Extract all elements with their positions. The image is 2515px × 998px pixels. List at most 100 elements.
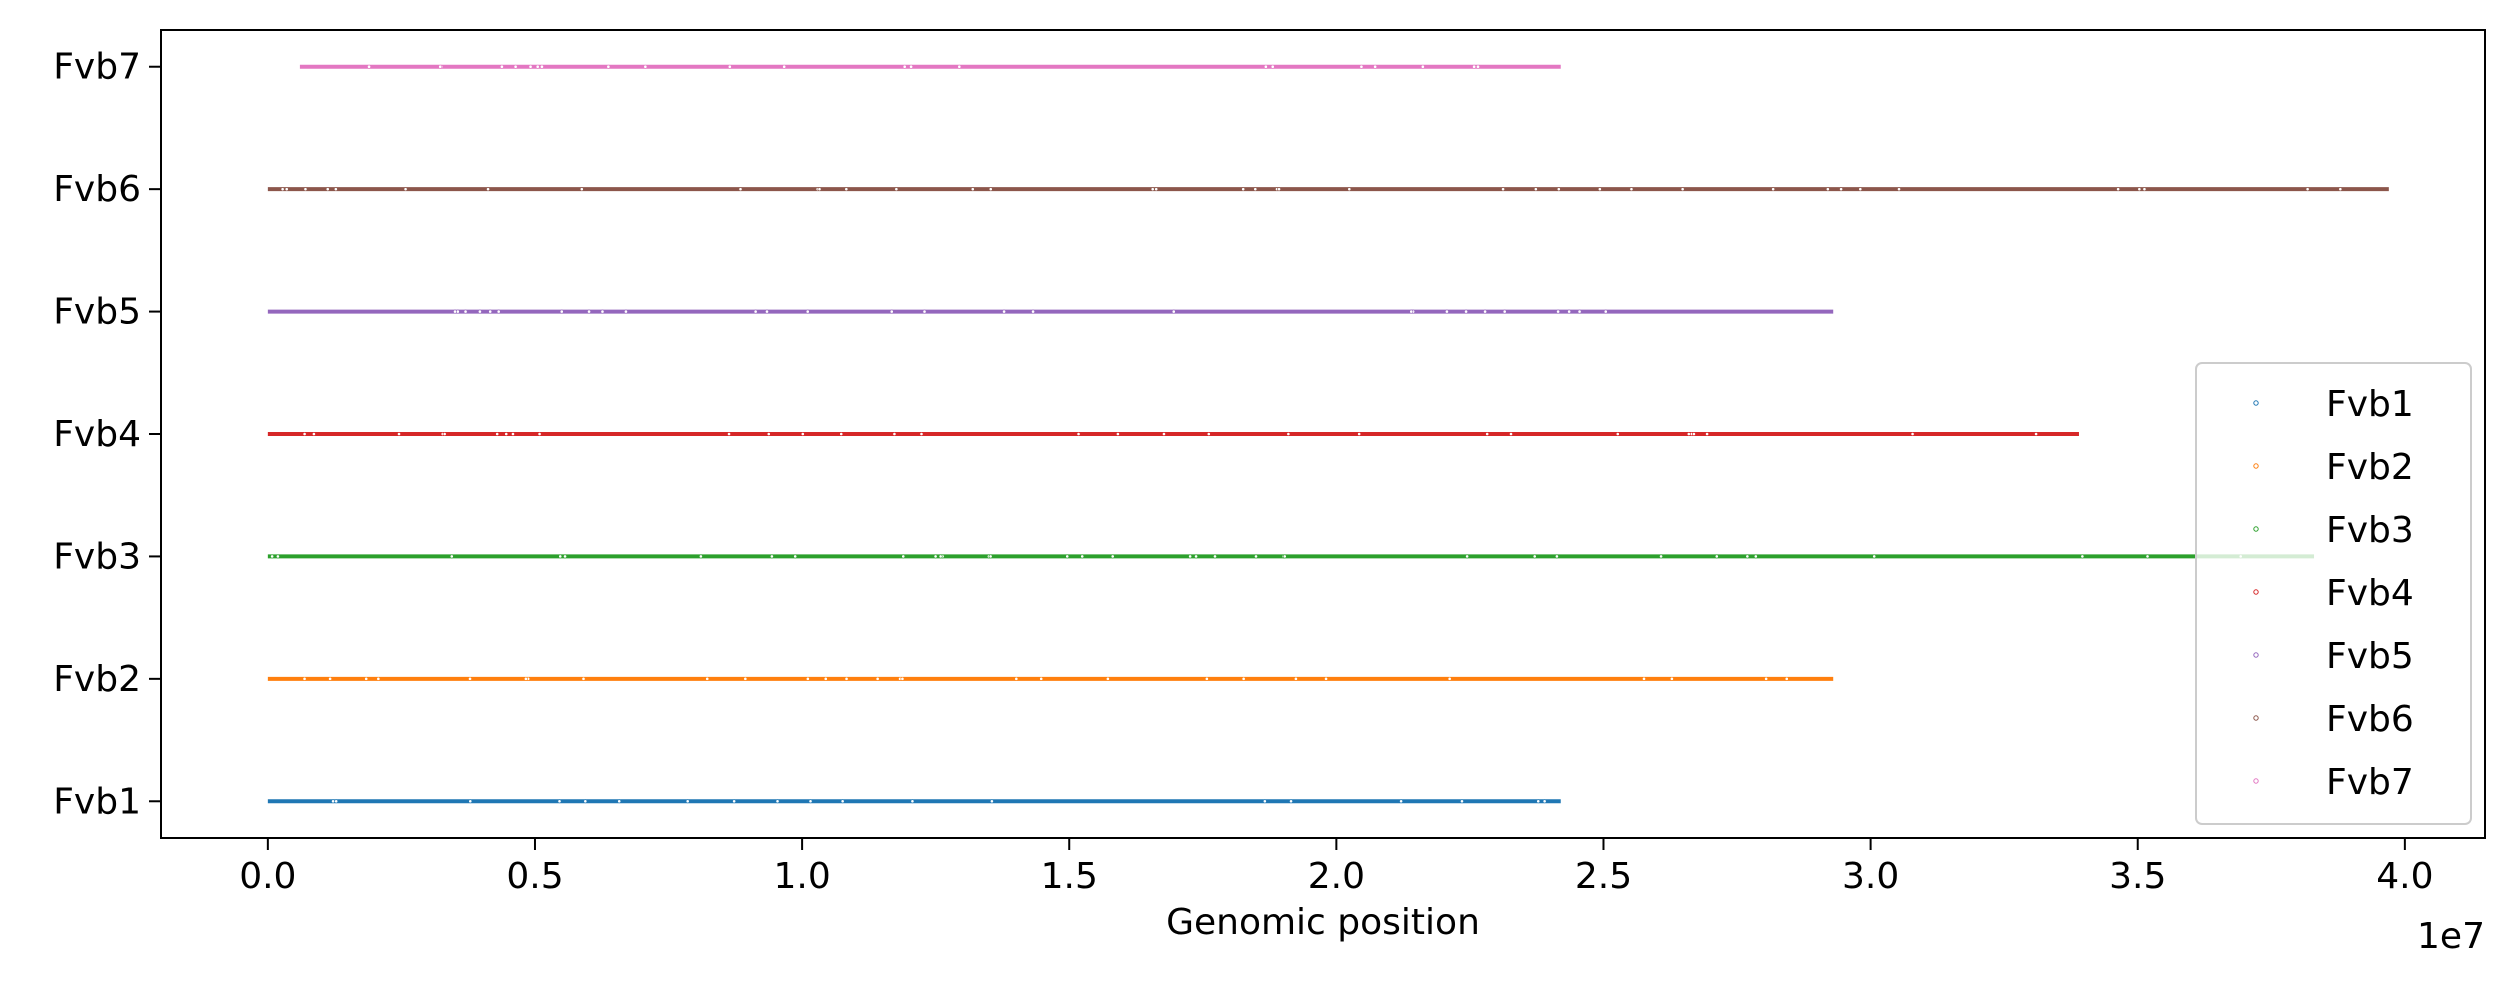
series-point-gap [1745,554,1750,559]
series-point-gap [1642,676,1646,681]
x-tick-label: 1.5 [1041,856,1098,897]
series-point-gap [563,554,567,559]
series-point-gap [900,676,905,681]
series-point-gap [875,676,880,681]
series-point-gap [1254,554,1258,559]
series-point-gap [808,799,813,804]
series-point-gap [1241,187,1246,192]
series-point-gap [1825,187,1830,192]
series-point-gap [528,64,533,69]
series-point-gap [403,187,408,192]
series-point-gap [537,432,542,436]
series-point-gap [1105,676,1110,681]
series-point-gap [581,676,586,681]
series-point-gap [463,309,468,314]
series-point-gap [1686,432,1691,436]
y-tick-label: Fvb2 [53,659,141,700]
series-point-gap [1289,799,1293,804]
series-point-gap [1409,309,1414,314]
series-fvb6 [267,187,2389,192]
series-point-gap [468,799,473,804]
series-point-gap [1194,554,1198,559]
series-point-gap [1501,187,1505,192]
series-point-gap [753,309,758,314]
series-point-gap [1555,554,1559,559]
x-tick-label: 0.5 [506,856,563,897]
x-axis-label: Genomic position [1166,902,1480,943]
series-point-gap [765,309,769,314]
series-point-gap [312,432,316,436]
series-point-gap [1262,799,1267,804]
legend-marker [2253,526,2259,532]
series-fvb2 [267,676,1834,681]
series-point-gap [1542,799,1547,804]
series-point-gap [496,309,501,314]
series-point-gap [938,554,943,559]
series-point-gap [844,676,849,681]
legend-label: Fvb6 [2326,699,2414,740]
series-point-gap [1659,554,1663,559]
series-point-gap [727,432,731,436]
series-point-gap [743,676,748,681]
series-point-gap [1039,676,1044,681]
series-point-gap [1472,64,1477,69]
y-tick-label: Fvb1 [53,781,141,822]
series-point-gap [270,554,275,559]
series-point-gap [705,676,710,681]
series-point-gap [468,676,472,681]
x-axis-offset-label: 1e7 [2417,916,2485,957]
series-point-gap [1680,187,1685,192]
legend-label: Fvb5 [2326,636,2414,677]
series-point-gap [1753,554,1758,559]
series-point-gap [449,554,454,559]
series-point-gap [902,64,907,69]
legend-label: Fvb1 [2326,384,2414,425]
series-point-gap [1629,187,1634,192]
x-tick-label: 2.5 [1575,856,1632,897]
series-point-gap [1872,554,1877,559]
series-point-gap [1771,187,1776,192]
series-point-gap [280,187,285,192]
series-point-gap [793,554,798,559]
series-point-gap [901,554,906,559]
series-point-gap [302,676,307,681]
series-point-gap [770,554,774,559]
legend-marker [2253,463,2259,469]
series-point-gap [504,432,509,436]
series-point-gap [988,187,993,192]
series-point-gap [766,432,771,436]
series-point-gap [988,554,993,559]
series-point-gap [1536,799,1541,804]
series-point-gap [1347,187,1352,192]
series-fvb3 [267,554,2315,559]
y-tick-label: Fvb3 [53,536,141,577]
series-point-gap [1188,554,1193,559]
series-point-gap [970,187,975,192]
series-point-gap [1002,309,1006,314]
series-point-gap [2142,187,2147,192]
series-point-gap [1532,554,1537,559]
series-point-gap [1447,676,1452,681]
series-point-gap [331,799,335,804]
series-point-gap [1464,309,1468,314]
series-point-gap [1556,309,1561,314]
legend: Fvb1 Fvb2 Fvb3 Fvb4 Fvb5 Fvb6 Fvb7 [2195,362,2472,825]
series-point-gap [579,187,584,192]
series-point-gap [1669,676,1674,681]
series-point-gap [1162,432,1166,436]
series-point-gap [1154,187,1159,192]
legend-label: Fvb2 [2326,447,2414,488]
series-point-gap [1714,554,1719,559]
series-point-gap [1839,187,1843,192]
series-point-gap [1509,432,1513,436]
legend-label: Fvb4 [2326,573,2414,614]
series-point-gap [922,309,927,314]
series-point-gap [840,799,845,804]
series-point-gap [624,309,628,314]
legend-marker [2253,652,2259,658]
series-point-gap [511,432,515,436]
series-point-gap [1692,432,1696,436]
series-point-gap [839,432,844,436]
series-point-gap [1465,554,1470,559]
